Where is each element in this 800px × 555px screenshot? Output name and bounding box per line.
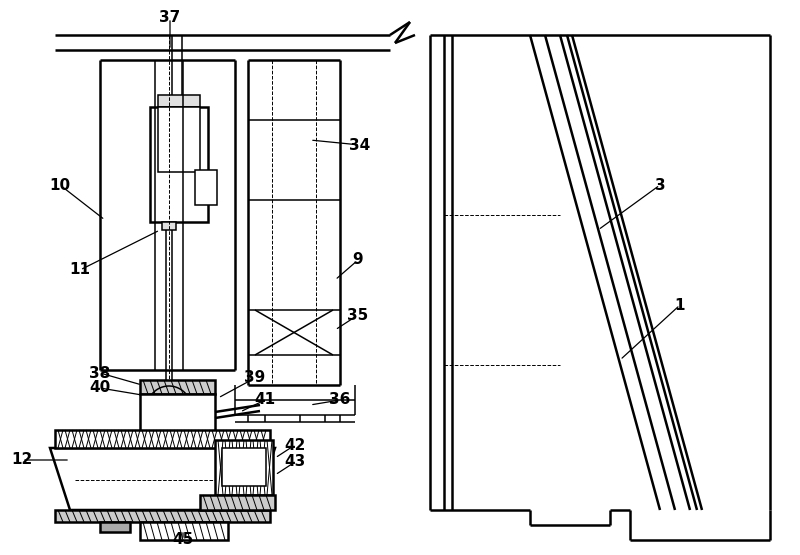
Text: 41: 41 [254,392,275,407]
Bar [200,495,275,510]
Bar [140,380,215,394]
Text: 39: 39 [244,371,266,386]
Text: 37: 37 [159,11,181,26]
Bar [100,522,130,532]
Bar [140,394,215,432]
Bar [162,222,176,230]
Text: 10: 10 [50,178,70,193]
Text: 11: 11 [70,263,90,278]
Text: 34: 34 [350,138,370,153]
Text: 43: 43 [284,455,306,470]
Bar [158,95,200,107]
Text: 3: 3 [654,178,666,193]
Text: 9: 9 [353,253,363,268]
Bar [150,107,208,222]
Bar [215,440,273,495]
Bar [190,522,220,532]
Text: 12: 12 [11,452,33,467]
Text: 1: 1 [674,297,686,312]
Bar [55,430,270,448]
Bar [140,522,228,540]
Bar [158,107,200,172]
Text: 45: 45 [172,532,194,547]
Text: 35: 35 [347,307,369,322]
Text: 36: 36 [330,392,350,407]
Bar [222,448,266,486]
Bar [195,170,217,205]
Text: 38: 38 [90,366,110,381]
Bar [55,510,270,522]
Text: 42: 42 [284,437,306,452]
Text: 40: 40 [90,381,110,396]
